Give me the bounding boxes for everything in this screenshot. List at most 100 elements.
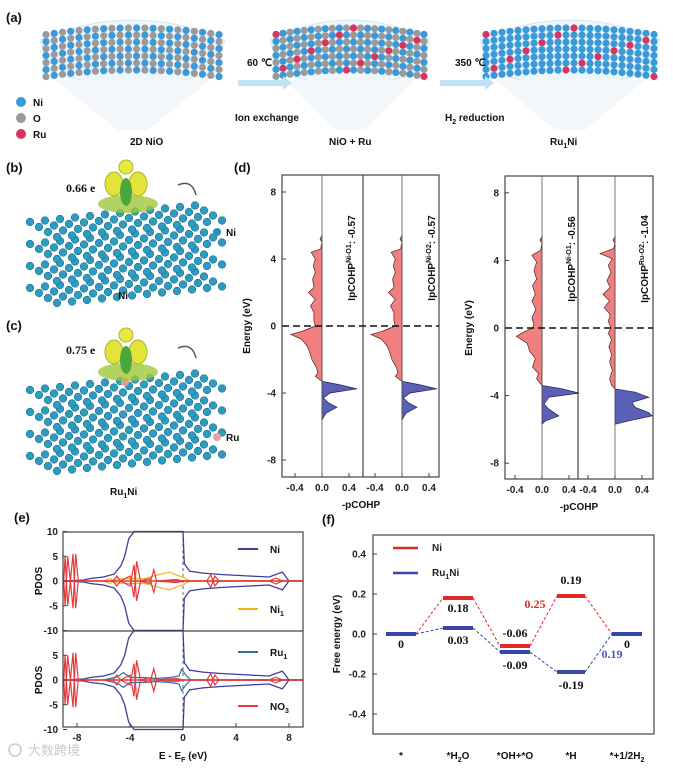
atom (116, 31, 124, 39)
atom (342, 38, 351, 46)
atom (175, 202, 185, 212)
atom (52, 444, 62, 454)
atom (482, 51, 490, 60)
atom (40, 428, 50, 437)
atom (166, 25, 174, 33)
atom (103, 455, 113, 465)
x-tick-label: 0.0 (608, 485, 622, 496)
atom (50, 57, 58, 65)
atom (514, 68, 522, 77)
atom (43, 439, 53, 449)
atom (116, 24, 124, 32)
atom (208, 255, 218, 264)
ni-atom-icon (16, 97, 26, 107)
atom (215, 38, 223, 46)
atom (34, 244, 44, 254)
atom (178, 448, 188, 457)
atom (40, 406, 50, 415)
atom (594, 53, 602, 61)
atom (399, 34, 407, 42)
atom (154, 400, 164, 410)
atom (139, 446, 149, 455)
atom (378, 32, 386, 40)
atom (300, 40, 308, 49)
atom (357, 59, 365, 67)
atom (307, 68, 315, 76)
atom (109, 259, 119, 268)
atom (650, 58, 658, 67)
atom (392, 26, 400, 35)
atom (187, 263, 197, 272)
y-tick-label: 0 (52, 577, 58, 588)
atom (83, 61, 91, 69)
atom (116, 66, 124, 74)
atom (300, 47, 308, 56)
atom (187, 387, 197, 396)
panel-e: (e) 10 5 0 -5 -10 5 0 -5 -10 -8 -4 0 4 8 Ni Ni1 Ru1 NO3 P… (8, 510, 304, 764)
atom (154, 210, 164, 220)
energy-value-label: 0.19 (561, 573, 582, 587)
atom (321, 46, 329, 54)
atom (642, 71, 650, 79)
atom (328, 66, 336, 74)
atom (378, 39, 386, 47)
atom (190, 55, 198, 63)
atom (139, 256, 149, 265)
atom (34, 288, 44, 298)
y-tick-label: 8 (493, 188, 499, 199)
atom (142, 267, 152, 277)
atom (40, 238, 50, 247)
atom (82, 295, 92, 305)
atom (293, 34, 301, 42)
atom (160, 204, 170, 213)
atom (207, 50, 215, 59)
atom (34, 456, 44, 466)
atom (25, 239, 35, 249)
atom (498, 28, 506, 36)
atom (172, 432, 182, 442)
atom (116, 59, 124, 67)
atom (279, 57, 287, 65)
atom (406, 56, 414, 64)
atom (482, 30, 490, 39)
atom (506, 69, 514, 77)
energy-value-label: 0 (398, 637, 404, 651)
atom (50, 50, 58, 59)
atom (83, 47, 91, 55)
atom (166, 67, 174, 75)
bonding-area (401, 380, 438, 422)
atom (58, 394, 68, 403)
atom (182, 54, 190, 63)
atom (148, 451, 158, 460)
atom (43, 249, 53, 259)
atom (514, 26, 522, 35)
atom (75, 54, 83, 63)
atom (349, 31, 358, 39)
atom (157, 46, 165, 54)
atom (118, 410, 128, 419)
barrier-annotation: 0.25 (525, 597, 546, 611)
atom (272, 58, 280, 66)
atom (58, 49, 67, 57)
atom (133, 52, 141, 60)
atom (342, 31, 351, 39)
atom (328, 24, 336, 32)
y-tick-label: -10 (44, 626, 59, 637)
ru1-spin-up-line (103, 667, 303, 681)
atom (169, 209, 179, 218)
atom (546, 52, 554, 61)
atom (67, 27, 75, 35)
atom (530, 60, 538, 68)
atom (50, 36, 58, 45)
atom (562, 59, 570, 67)
atom (100, 60, 108, 68)
atom (50, 43, 58, 52)
atom (58, 248, 68, 257)
atom (97, 228, 107, 237)
atom (618, 26, 626, 35)
atom (178, 214, 188, 223)
x-tick-label: 0.4 (635, 485, 649, 496)
atom (586, 52, 594, 61)
atom (602, 60, 610, 68)
atom (127, 393, 137, 402)
